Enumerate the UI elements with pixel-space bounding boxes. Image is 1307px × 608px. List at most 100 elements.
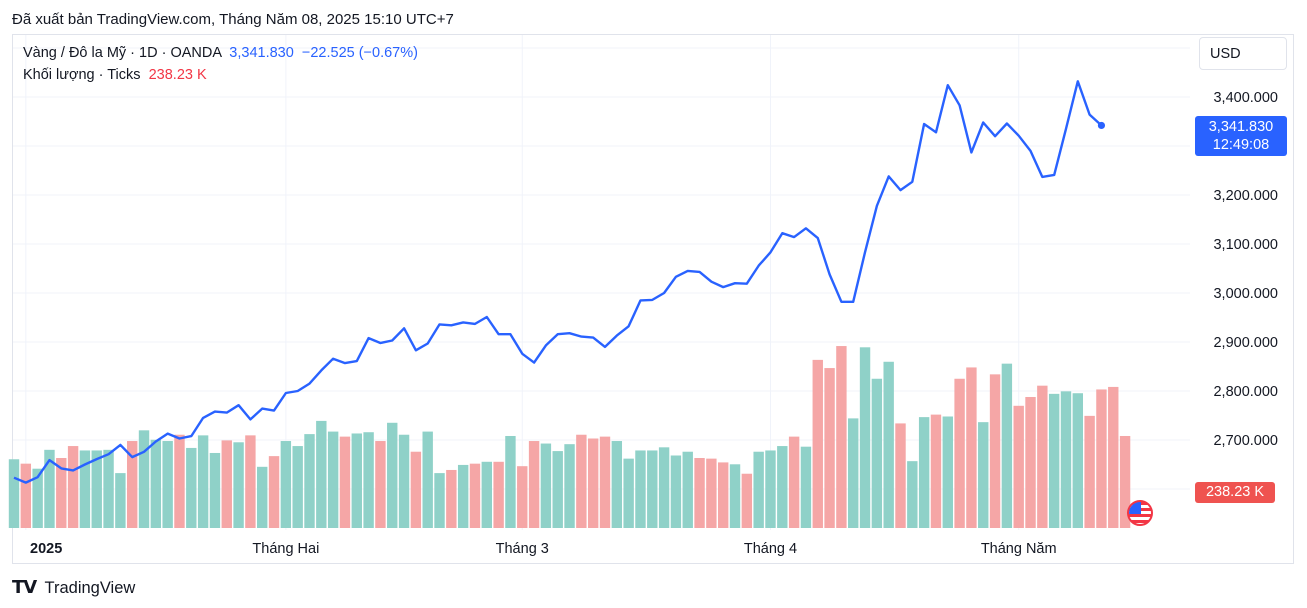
- volume-bar: [174, 434, 185, 528]
- publish-info: Đã xuất bản TradingView.com, Tháng Năm 0…: [12, 11, 454, 28]
- volume-bar: [942, 416, 953, 528]
- volume-bar: [1084, 415, 1095, 528]
- volume-bar: [245, 435, 256, 528]
- volume-bar: [103, 449, 114, 528]
- volume-bar: [918, 417, 930, 528]
- x-tick-label: Tháng Năm: [981, 541, 1057, 557]
- volume-bar: [197, 435, 209, 528]
- y-tick-label: 3,100.000: [1213, 237, 1278, 253]
- volume-bar: [56, 458, 67, 528]
- volume-bar: [564, 444, 575, 528]
- volume-bar: [1013, 405, 1024, 528]
- volume-bar: [528, 441, 540, 528]
- volume-bar: [493, 461, 504, 528]
- y-tick-label: 2,800.000: [1213, 384, 1278, 400]
- volume-bar: [741, 473, 753, 528]
- volume-bar: [233, 442, 244, 528]
- volume-bar: [836, 346, 847, 528]
- volume-bar: [670, 455, 682, 528]
- volume-bar: [800, 446, 812, 528]
- price-tag-value: 3,341.830: [1208, 119, 1274, 135]
- x-tick-label: 2025: [30, 541, 62, 557]
- volume-bar: [115, 473, 126, 528]
- volume-bar: [930, 414, 942, 528]
- volume-bar: [753, 451, 764, 528]
- volume-bar: [209, 452, 221, 528]
- volume-bar: [316, 420, 327, 528]
- volume-bar: [339, 436, 351, 528]
- us-flag-icon[interactable]: [1127, 500, 1153, 526]
- volume-bar: [327, 431, 339, 528]
- volume-bars: [8, 346, 1131, 528]
- volume-bar: [1072, 393, 1083, 528]
- volume-bar: [599, 436, 611, 528]
- volume-bar: [966, 367, 977, 528]
- volume-bar: [162, 441, 173, 528]
- volume-bar: [363, 432, 374, 528]
- volume-bar: [398, 434, 410, 528]
- tradingview-brand[interactable]: 𝗧𝗩 TradingView: [12, 577, 135, 598]
- volume-bar: [410, 451, 422, 528]
- last-price-point: [1097, 121, 1106, 130]
- volume-bar: [481, 461, 492, 528]
- volume-bar: [67, 446, 79, 528]
- volume-bar: [375, 441, 386, 528]
- y-tick-label: 2,900.000: [1213, 335, 1278, 351]
- volume-bar: [32, 468, 43, 528]
- last-price: 3,341.830: [229, 45, 294, 61]
- volume-value: 238.23 K: [148, 67, 207, 83]
- volume-bar: [1025, 396, 1036, 528]
- volume-bar: [257, 466, 268, 528]
- tradingview-logo-icon: 𝗧𝗩: [12, 577, 37, 597]
- volume-bar: [777, 446, 788, 528]
- volume-bar: [623, 458, 634, 528]
- volume-bar: [8, 459, 20, 528]
- chart-frame: [12, 34, 1294, 564]
- volume-bar: [978, 422, 989, 528]
- volume-bar: [1119, 435, 1131, 528]
- volume-bar: [871, 378, 883, 528]
- volume-bar: [505, 435, 516, 528]
- volume-bar: [138, 430, 150, 528]
- volume-bar: [186, 447, 197, 528]
- time-axis: 2025 Tháng Hai Tháng 3 Tháng 4 Tháng Năm: [30, 541, 1057, 557]
- volume-bar: [457, 464, 469, 528]
- currency-button[interactable]: USD: [1199, 37, 1287, 70]
- symbol-title: Vàng / Đô la Mỹ · 1D · OANDA: [23, 45, 222, 61]
- legend-symbol-row[interactable]: Vàng / Đô la Mỹ · 1D · OANDA 3,341.830 −…: [23, 45, 418, 61]
- volume-bar: [729, 464, 741, 528]
- volume-bar: [824, 368, 835, 528]
- legend-volume-row[interactable]: Khối lượng · Ticks 238.23 K: [23, 67, 207, 83]
- volume-bar: [387, 422, 398, 528]
- volume-bar: [694, 458, 705, 528]
- volume-bar: [1048, 393, 1060, 528]
- volume-bar: [150, 439, 162, 528]
- x-tick-label: Tháng 3: [496, 541, 549, 557]
- volume-bar: [1096, 389, 1107, 528]
- volume-bar: [469, 463, 481, 528]
- volume-bar: [611, 441, 623, 528]
- x-tick-label: Tháng Hai: [252, 541, 319, 557]
- volume-bar: [895, 423, 906, 528]
- volume-bar: [1060, 391, 1072, 528]
- volume-bar: [127, 441, 138, 528]
- volume-bar: [280, 441, 292, 528]
- volume-bar: [706, 458, 717, 528]
- volume-bar: [587, 438, 599, 528]
- volume-bar: [635, 450, 646, 528]
- price-change: −22.525 (−0.67%): [301, 45, 418, 61]
- volume-bar: [422, 431, 433, 528]
- volume-bar: [351, 433, 362, 528]
- volume-bar: [91, 450, 102, 528]
- last-price-tag: 3,341.830 12:49:08: [1195, 116, 1287, 156]
- volume-bar: [44, 449, 55, 528]
- volume-bar: [540, 443, 552, 528]
- volume-bar: [1037, 385, 1048, 528]
- volume-bar: [848, 418, 859, 528]
- volume-bar: [812, 359, 823, 528]
- volume-bar: [552, 451, 563, 528]
- y-tick-label: 3,200.000: [1213, 188, 1278, 204]
- volume-bar: [20, 463, 32, 528]
- volume-bar: [658, 447, 670, 528]
